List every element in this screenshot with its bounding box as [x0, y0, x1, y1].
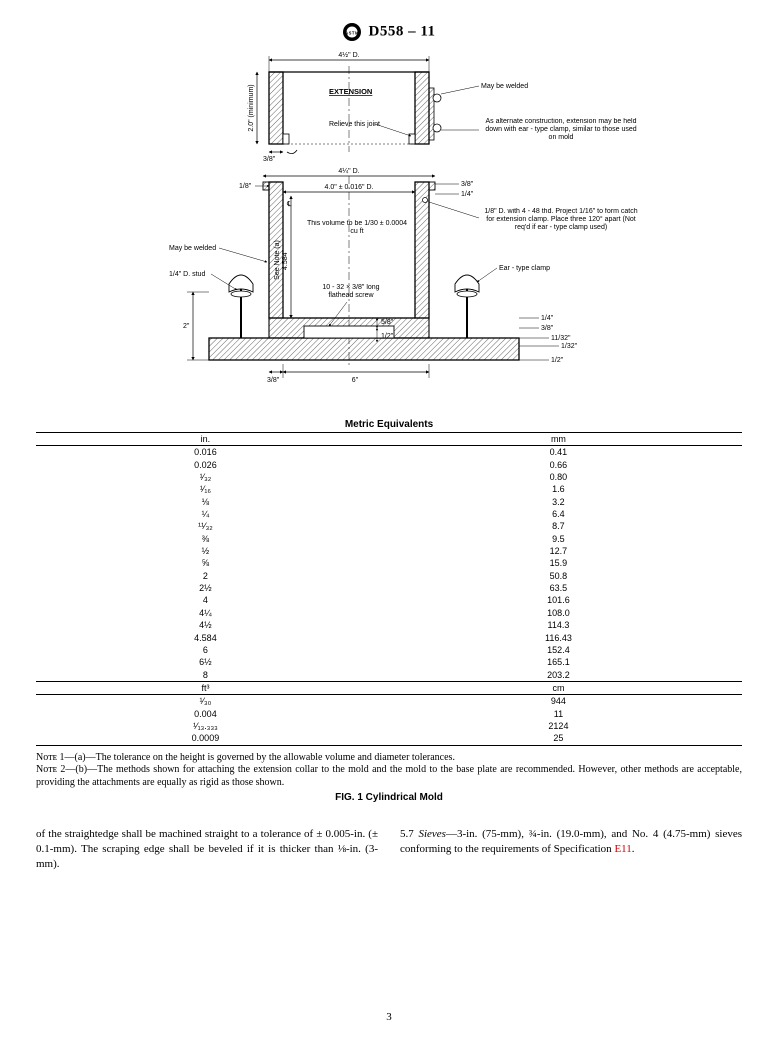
figure-notes: Nᴏᴛᴇ 1—(a)—The tolerance on the height i… [36, 752, 742, 790]
svg-text:ASTM: ASTM [346, 30, 360, 35]
mold-section: 4¼" D. 1/8" 4.0" ± 0.016" D. ℄ This volu… [169, 168, 641, 384]
svg-text:1/4": 1/4" [461, 191, 474, 198]
svg-text:May be welded: May be welded [169, 245, 216, 252]
table-row: ¼6.4 [36, 508, 742, 520]
col-left: of the straightedge shall be machined st… [36, 827, 378, 872]
svg-text:Relieve this joint: Relieve this joint [329, 121, 380, 128]
svg-text:4.584": 4.584" [282, 249, 289, 270]
table-row: ⅛3.2 [36, 496, 742, 508]
svg-text:1/2": 1/2" [381, 333, 394, 340]
table-row: 0.0160.41 [36, 446, 742, 459]
svg-text:1/32": 1/32" [561, 343, 578, 350]
table-row: ¹⁄₁₆1.6 [36, 483, 742, 495]
table-row: 4101.6 [36, 594, 742, 606]
table-row: ¹⁄₃₀944 [36, 695, 742, 708]
svg-text:5/8": 5/8" [381, 319, 394, 326]
designation: D558 – 11 [368, 23, 435, 39]
table-row: 2½63.5 [36, 582, 742, 594]
spec-link-e11[interactable]: E11 [614, 843, 631, 855]
svg-text:May be welded: May be welded [481, 83, 528, 90]
svg-text:3/8": 3/8" [267, 377, 280, 384]
table-title: Metric Equivalents [36, 419, 742, 430]
extension-section: 4½" D. 2.0" (minimum) 3/8" EXTENSION Rel… [248, 51, 641, 163]
svg-text:Ear - type clamp: Ear - type clamp [499, 265, 550, 272]
table-row: 8203.2 [36, 669, 742, 682]
svg-text:See Note (a): See Note (a) [274, 240, 281, 280]
table-row: ¹⁄₃₂0.80 [36, 471, 742, 483]
svg-text:6": 6" [352, 377, 359, 384]
col-in: in. [36, 433, 375, 446]
table-row: 6½165.1 [36, 656, 742, 668]
table-row: 0.000925 [36, 732, 742, 745]
body-columns: of the straightedge shall be machined st… [36, 827, 742, 872]
table-row: 250.8 [36, 570, 742, 582]
svg-text:2.0" (minimum): 2.0" (minimum) [248, 84, 255, 131]
metric-equivalents-table: Metric Equivalents in. mm 0.0160.410.026… [36, 419, 742, 746]
clamp-left [229, 275, 253, 338]
svg-text:3/8": 3/8" [263, 156, 276, 163]
table-row: 4¼108.0 [36, 607, 742, 619]
table-row: 4½114.3 [36, 619, 742, 631]
table-row: 4.584116.43 [36, 632, 742, 644]
svg-text:1/4": 1/4" [541, 315, 554, 322]
svg-text:11/32": 11/32" [551, 335, 571, 342]
svg-text:4¼" D.: 4¼" D. [338, 168, 359, 175]
table-row: 0.00411 [36, 708, 742, 720]
clamp-right [455, 275, 479, 338]
svg-text:1/4" D. stud: 1/4" D. stud [169, 271, 205, 278]
col-right: 5.7 Sieves—3-in. (75-mm), ¾-in. (19.0-mm… [400, 827, 742, 872]
svg-text:4½" D.: 4½" D. [338, 51, 359, 59]
svg-text:EXTENSION: EXTENSION [329, 87, 372, 96]
page-number: 3 [0, 1011, 778, 1023]
svg-text:1/8": 1/8" [239, 183, 252, 190]
figure-caption: FIG. 1 Cylindrical Mold [0, 792, 778, 803]
table-row: ⅜9.5 [36, 533, 742, 545]
table-row: 0.0260.66 [36, 459, 742, 471]
svg-text:3/8": 3/8" [541, 325, 554, 332]
svg-text:2": 2" [183, 323, 190, 330]
svg-text:3/8": 3/8" [461, 181, 474, 188]
note-2: Nᴏᴛᴇ 2—(b)—The methods shown for attachi… [36, 764, 742, 789]
svg-text:1/2": 1/2" [551, 357, 564, 364]
table-row: ¹¹⁄₃₂8.7 [36, 520, 742, 532]
table-row: ⅝15.9 [36, 557, 742, 569]
figure-1: 4½" D. 2.0" (minimum) 3/8" EXTENSION Rel… [0, 48, 778, 413]
page-header: ASTM D558 – 11 [0, 0, 778, 42]
table-row: 6152.4 [36, 644, 742, 656]
table-row: ½12.7 [36, 545, 742, 557]
table-row: ¹⁄₁₃.₃₃₃2124 [36, 720, 742, 732]
note-1: Nᴏᴛᴇ 1—(a)—The tolerance on the height i… [36, 752, 742, 765]
astm-logo-icon: ASTM [342, 22, 362, 42]
col-mm: mm [375, 433, 742, 446]
